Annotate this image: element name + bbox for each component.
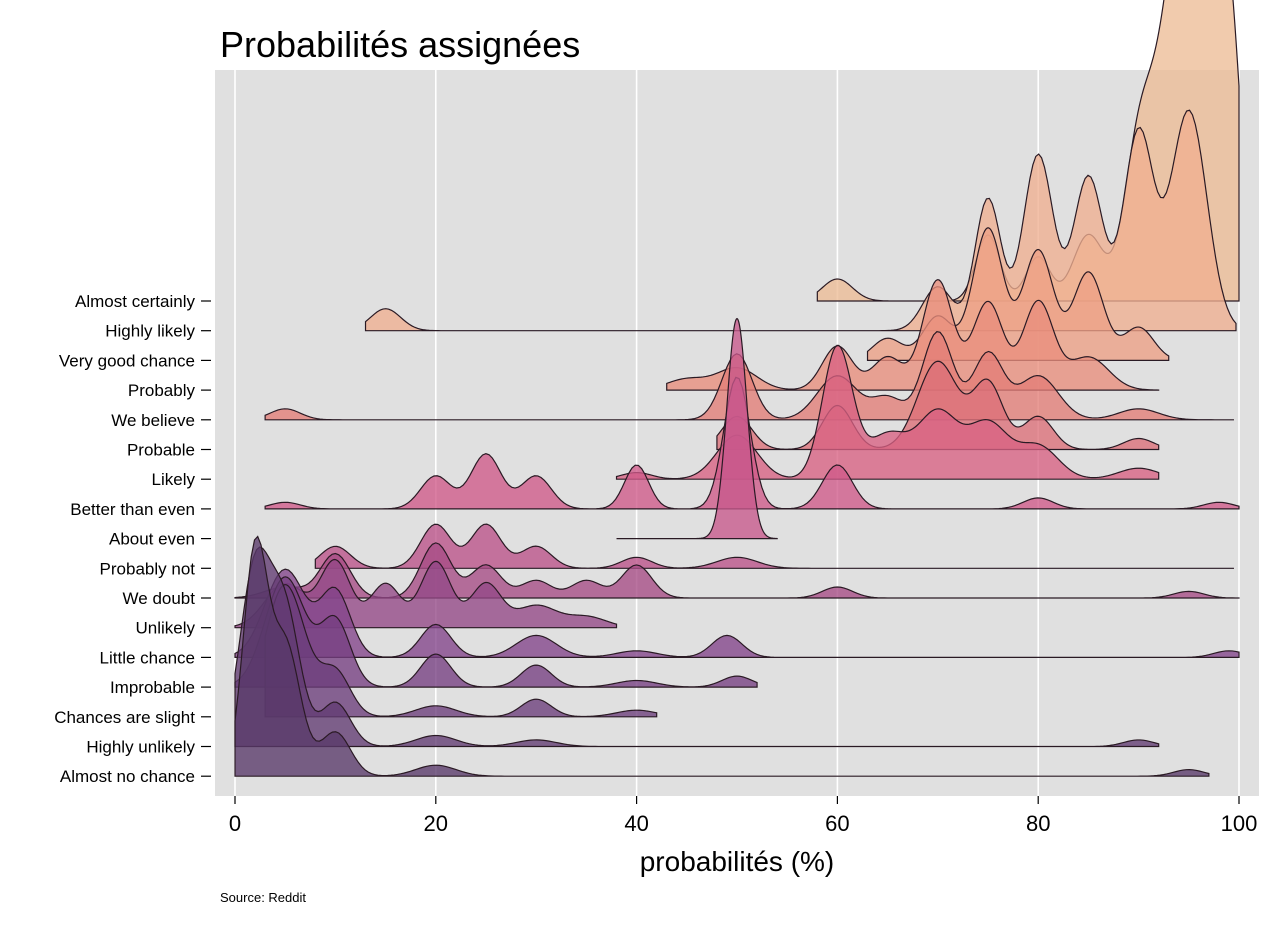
y-tick-label: Probably [128, 381, 196, 400]
ridge-better-than-even [264, 376, 1240, 510]
ridge-likely [615, 344, 1160, 480]
ridge-highly-likely [364, 109, 1237, 332]
x-axis: 0 20 40 60 80 100 [229, 796, 1257, 836]
y-tick-label: Almost certainly [75, 292, 195, 311]
y-tick-label: Likely [152, 470, 196, 489]
ridges [234, 0, 1240, 777]
y-tick-label: Improbable [110, 678, 195, 697]
y-tick-label: Chances are slight [54, 708, 195, 727]
y-tick-label: Very good chance [59, 351, 195, 370]
ridge-highly-unlikely [234, 546, 1160, 748]
y-tick-label: We doubt [123, 589, 196, 608]
y-tick-label: Highly unlikely [86, 738, 195, 757]
y-axis: Almost certainly Highly likely Very good c… [54, 292, 211, 786]
y-tick-label: Almost no chance [60, 767, 195, 786]
y-tick-label: About even [109, 530, 195, 549]
y-tick-label: Better than even [70, 500, 195, 519]
x-tick-label: 20 [424, 811, 448, 836]
x-tick-label: 100 [1221, 811, 1258, 836]
x-tick-label: 60 [825, 811, 849, 836]
x-tick-label: 0 [229, 811, 241, 836]
x-tick-label: 80 [1026, 811, 1050, 836]
y-tick-label: Unlikely [135, 619, 195, 638]
y-tick-label: Little chance [100, 648, 195, 667]
y-tick-label: Highly likely [105, 322, 195, 341]
ridge-about-even [616, 317, 778, 540]
x-tick-label: 40 [624, 811, 648, 836]
ridge-almost-no-chance [234, 535, 1210, 777]
ridge-probably-not [314, 523, 1234, 569]
y-tick-label: Probable [127, 441, 195, 460]
x-axis-label: probabilités (%) [640, 846, 835, 877]
y-tick-label: We believe [111, 411, 195, 430]
chart-title: Probabilités assignées [220, 24, 580, 65]
source-caption: Source: Reddit [220, 890, 306, 905]
y-tick-label: Probably not [100, 559, 196, 578]
